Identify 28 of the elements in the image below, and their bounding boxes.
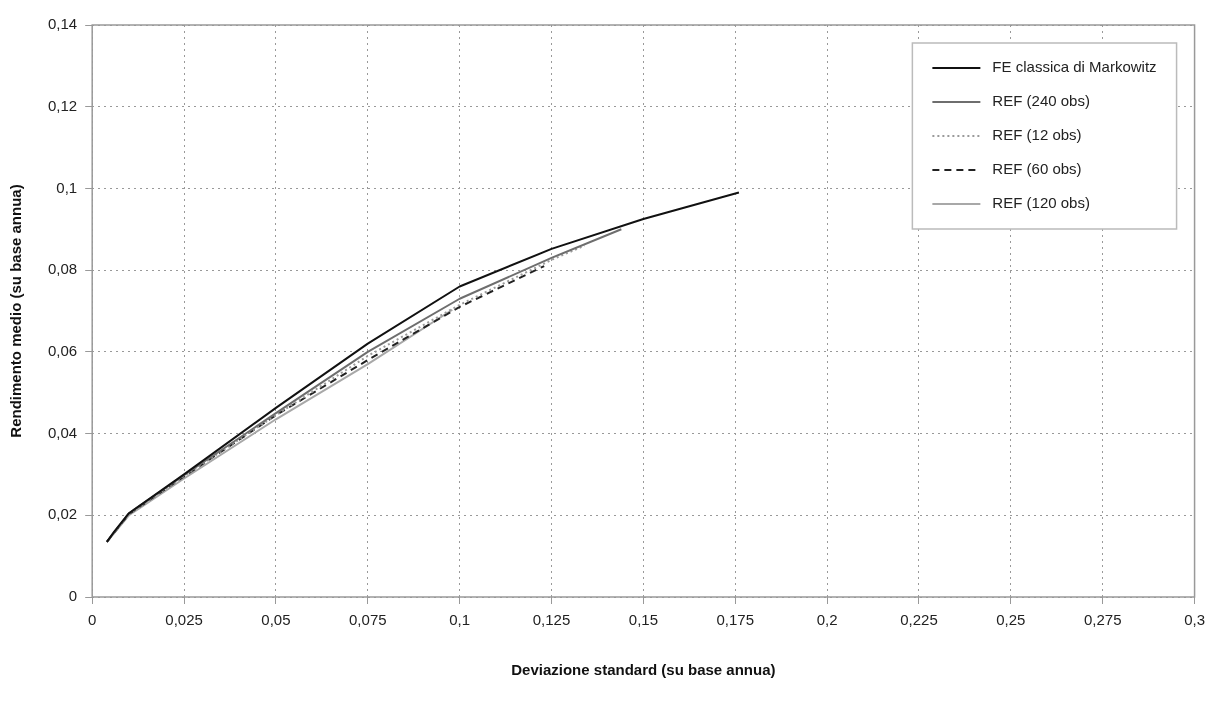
legend-label: REF (60 obs) — [992, 160, 1082, 178]
y-tick-label: 0,12 — [47, 96, 78, 114]
y-tick-label: 0,14 — [47, 15, 78, 33]
y-tick-label: 0,1 — [56, 178, 78, 196]
y-tick-label: 0 — [68, 587, 78, 605]
x-tick-label: 0,075 — [349, 611, 387, 629]
y-tick-label: 0,08 — [47, 260, 78, 278]
x-tick-label: 0,025 — [165, 611, 203, 629]
x-axis-title: Deviazione standard (su base annua) — [511, 661, 776, 679]
y-axis-title: Rendimento medio (su base annua) — [7, 184, 25, 438]
x-tick-label: 0,225 — [900, 611, 938, 629]
legend-label: REF (120 obs) — [992, 194, 1090, 212]
x-tick-label: 0,25 — [996, 611, 1026, 629]
x-tick-label: 0,05 — [261, 611, 291, 629]
y-tick-label: 0,04 — [47, 423, 78, 441]
x-tick-label: 0,125 — [532, 611, 571, 629]
y-tick-label: 0,06 — [47, 342, 78, 359]
x-tick-label: 0 — [88, 611, 97, 629]
x-tick-label: 0,275 — [1083, 611, 1122, 629]
legend-label: REF (240 obs) — [992, 92, 1090, 110]
legend-label: REF (12 obs) — [992, 126, 1082, 144]
y-tick-label: 0,02 — [47, 505, 78, 523]
x-tick-label: 0,175 — [716, 611, 755, 629]
x-tick-label: 0,2 — [816, 611, 838, 629]
x-tick-label: 0,15 — [628, 611, 658, 629]
x-tick-label: 0,1 — [449, 611, 471, 629]
x-tick-label: 0,3 — [1184, 611, 1205, 629]
legend-label: FE classica di Markowitz — [992, 58, 1157, 76]
